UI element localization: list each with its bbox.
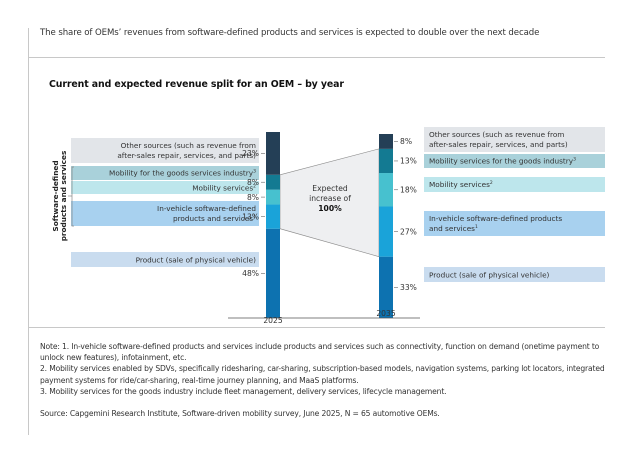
value-label-2035-3: 13% bbox=[400, 157, 417, 166]
label-other-2035-l1: Other sources (such as revenue from bbox=[429, 130, 564, 139]
value-label-2025-0: 48% bbox=[242, 269, 259, 278]
label-box-goods-2025 bbox=[71, 166, 259, 180]
label-mobility-2025: Mobility services2 bbox=[192, 184, 256, 193]
note-2: 2. Mobility services enabled by SDVs, sp… bbox=[40, 364, 605, 385]
label-mobility-2035: Mobility services2 bbox=[429, 180, 493, 189]
label-other-2025-l1: Other sources (such as revenue from bbox=[121, 141, 256, 150]
left-labels: Other sources (such as revenue from afte… bbox=[51, 138, 259, 267]
divider-bottom bbox=[28, 327, 605, 328]
note-3: 3. Mobility services for the goods indus… bbox=[40, 386, 447, 396]
revenue-split-chart: Other sources (such as revenue from afte… bbox=[51, 127, 605, 325]
bar-segment-2035-4 bbox=[379, 134, 393, 149]
bar-segment-2025-3 bbox=[266, 174, 280, 190]
value-label-2035-4: 8% bbox=[400, 137, 412, 146]
notes-section: Note: 1. In-vehicle software-defined pro… bbox=[40, 341, 615, 419]
bar-segment-2025-0 bbox=[266, 228, 280, 318]
label-invehicle-2025-l2: products and services1 bbox=[173, 214, 256, 223]
bar-segment-2025-2 bbox=[266, 189, 280, 205]
left-rule bbox=[28, 28, 29, 435]
label-box-product-2035 bbox=[424, 267, 605, 282]
value-label-2025-3: 8% bbox=[247, 178, 259, 187]
label-other-2025-l2: after-sales repair, services, and parts) bbox=[117, 151, 256, 160]
value-label-2035-1: 27% bbox=[400, 227, 417, 236]
sdv-bracket-label-l1: Software-defined bbox=[51, 160, 60, 231]
label-box-product-2025 bbox=[71, 252, 259, 267]
page-subtitle: The share of OEMs’ revenues from softwar… bbox=[40, 28, 540, 38]
bar-segment-2035-1 bbox=[379, 206, 393, 257]
right-labels: Other sources (such as revenue from afte… bbox=[424, 127, 605, 282]
label-box-other-2025 bbox=[71, 138, 259, 163]
value-label-2025-4: 23% bbox=[242, 149, 259, 158]
bar-segment-2025-4 bbox=[266, 132, 280, 175]
value-label-2035-2: 18% bbox=[400, 186, 417, 195]
label-box-other-2035 bbox=[424, 127, 605, 152]
bar-segment-2035-0 bbox=[379, 256, 393, 318]
annotation-line1: Expected bbox=[312, 184, 348, 193]
label-other-2035-l2: after-sales repair, services, and parts) bbox=[429, 140, 568, 149]
label-box-mobility-2025 bbox=[71, 181, 259, 194]
x-tick-label-2025: 2025 bbox=[263, 316, 282, 325]
label-invehicle-2035-l1: In-vehicle software-defined products bbox=[429, 214, 562, 223]
label-goods-2025: Mobility for the goods services industry… bbox=[109, 169, 256, 178]
divider-top bbox=[28, 57, 605, 58]
label-product-2035: Product (sale of physical vehicle) bbox=[429, 271, 550, 280]
bars-group: 48% 13% 8% 8% 23% 33% 27% 18% 13% 8% bbox=[242, 132, 417, 318]
label-product-2025: Product (sale of physical vehicle) bbox=[136, 256, 257, 265]
bar-segment-2025-1 bbox=[266, 204, 280, 229]
label-box-goods-2035 bbox=[424, 154, 605, 168]
value-label-2025-2: 8% bbox=[247, 193, 259, 202]
value-label-2035-0: 33% bbox=[400, 283, 417, 292]
label-box-invehicle-2035 bbox=[424, 211, 605, 236]
sdv-bracket-label-l2: products and services bbox=[59, 151, 68, 242]
label-box-invehicle-2025 bbox=[71, 201, 259, 226]
sdv-bracket bbox=[71, 166, 74, 227]
annotation-line2: increase of bbox=[309, 194, 351, 203]
note-1: Note: 1. In-vehicle software-defined pro… bbox=[40, 342, 600, 363]
annotation-value: 100% bbox=[318, 204, 342, 213]
label-invehicle-2025-l1: In-vehicle software-defined bbox=[157, 204, 256, 213]
chart-title: Current and expected revenue split for a… bbox=[49, 79, 344, 90]
value-label-2025-1: 13% bbox=[242, 212, 259, 221]
label-invehicle-2035-l2: and services1 bbox=[429, 224, 478, 233]
bar-segment-2035-3 bbox=[379, 148, 393, 174]
bar-segment-2035-2 bbox=[379, 173, 393, 207]
x-tick-label-2035: 2035 bbox=[376, 309, 395, 318]
label-box-mobility-2035 bbox=[424, 177, 605, 192]
label-goods-2035: Mobility services for the goods industry… bbox=[429, 157, 576, 166]
source-note: Source: Capgemini Research Institute, So… bbox=[40, 409, 440, 419]
